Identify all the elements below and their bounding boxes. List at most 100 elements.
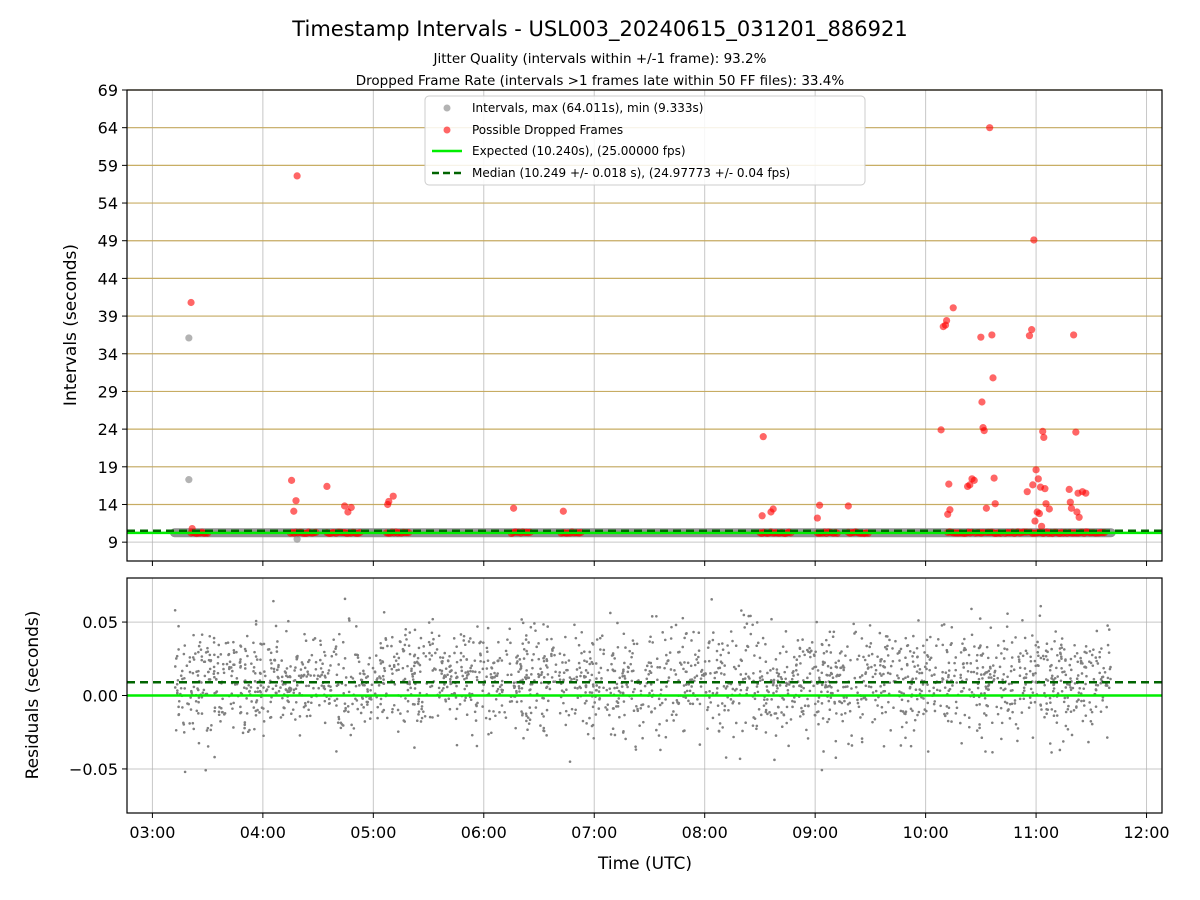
residual-point (273, 658, 277, 662)
residual-point (913, 718, 917, 722)
residual-point (540, 673, 543, 676)
residual-point (1029, 687, 1033, 691)
residual-point (584, 684, 588, 687)
residual-point (339, 726, 343, 730)
residual-point (203, 674, 207, 678)
residual-point (1002, 657, 1006, 660)
residual-point (435, 648, 439, 651)
residual-point (488, 717, 492, 721)
intervals-y-tick-label: 54 (98, 194, 118, 213)
residual-point (339, 721, 343, 725)
residual-point (975, 659, 979, 663)
residual-point (509, 641, 512, 645)
residual-point (947, 706, 951, 710)
residual-point (466, 670, 470, 674)
residual-point (986, 704, 989, 708)
residual-point (262, 734, 265, 738)
residual-point (369, 688, 372, 692)
residual-point (362, 669, 365, 673)
residual-point (330, 654, 334, 658)
residual-point (840, 713, 843, 716)
intervals-y-tick-label: 39 (98, 307, 118, 326)
residual-point (351, 702, 354, 706)
residual-point (408, 631, 412, 634)
residual-point (299, 676, 303, 679)
residual-point (823, 661, 826, 664)
residual-point (408, 652, 412, 656)
residual-point (481, 667, 485, 671)
residual-point (525, 649, 528, 653)
residual-point (618, 676, 622, 680)
residual-point (320, 684, 324, 687)
residual-point (545, 657, 548, 661)
residual-point (456, 675, 459, 679)
dropped-frame-point (1072, 428, 1080, 436)
residual-point (818, 678, 821, 682)
residual-point (1092, 677, 1096, 681)
residual-point (533, 622, 536, 625)
residual-point (554, 670, 557, 674)
residual-point (459, 658, 463, 662)
residual-point (1075, 700, 1079, 703)
residual-point (880, 657, 883, 661)
residual-point (1066, 696, 1069, 699)
residual-point (921, 644, 925, 648)
residual-point (469, 666, 472, 670)
residual-point (284, 671, 288, 675)
residual-point (704, 672, 707, 676)
residual-point (247, 683, 251, 687)
residual-point (1101, 699, 1104, 702)
residual-point (648, 640, 651, 643)
residual-point (573, 686, 577, 690)
residual-point (932, 686, 935, 690)
residual-point (202, 688, 206, 692)
residual-point (741, 729, 744, 733)
residual-point (1010, 656, 1014, 659)
residual-point (953, 674, 956, 678)
residual-point (214, 678, 218, 681)
residual-point (883, 645, 887, 649)
residual-point (420, 716, 424, 720)
residual-point (402, 649, 406, 652)
residual-point (542, 715, 545, 718)
residual-point (1058, 647, 1062, 650)
residual-point (212, 665, 216, 669)
residual-point (1100, 675, 1104, 679)
residual-point (925, 667, 928, 671)
residual-point (683, 661, 686, 664)
residual-point (996, 676, 1000, 680)
residual-point (866, 663, 869, 666)
residual-point (848, 701, 852, 705)
residual-point (323, 699, 327, 703)
residual-point (828, 630, 832, 634)
residual-point (821, 663, 825, 666)
residual-point (810, 641, 814, 644)
residual-point (988, 673, 992, 676)
residual-point (534, 706, 538, 709)
residual-point (564, 723, 568, 727)
residual-point (231, 707, 234, 710)
residual-point (834, 661, 838, 665)
residual-point (566, 668, 569, 672)
residual-point (941, 643, 945, 647)
residual-point (341, 640, 345, 644)
residual-point (1021, 618, 1024, 622)
residual-point (316, 677, 319, 681)
dropped-frame-point (341, 502, 349, 510)
residual-point (793, 700, 796, 704)
residual-point (281, 683, 285, 686)
residual-point (1044, 654, 1048, 658)
dropped-frame-point (815, 501, 824, 509)
residual-point (612, 707, 615, 710)
residual-point (1066, 727, 1070, 731)
residual-point (965, 678, 968, 681)
residual-point (270, 662, 273, 665)
residual-point (1005, 701, 1009, 705)
residual-point (245, 697, 248, 700)
residual-point (723, 708, 726, 712)
residual-point (669, 637, 673, 640)
residual-point (243, 647, 247, 651)
residual-point (1084, 714, 1088, 717)
residual-point (550, 676, 554, 679)
residual-point (707, 659, 711, 663)
